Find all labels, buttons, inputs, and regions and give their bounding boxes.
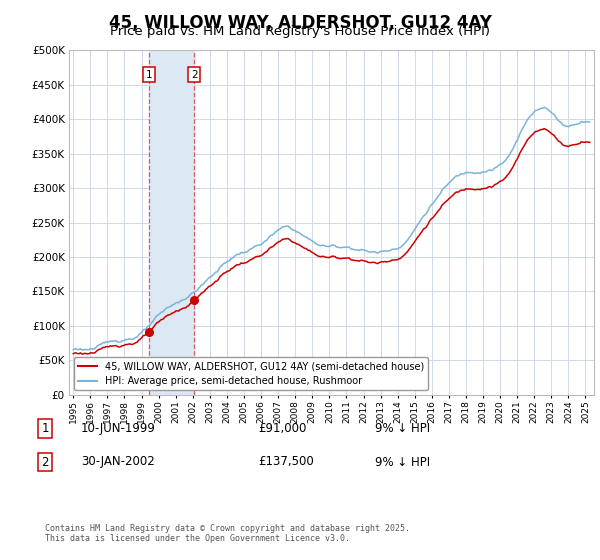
- Text: 2: 2: [41, 455, 49, 469]
- Text: 2: 2: [191, 69, 197, 80]
- Text: £91,000: £91,000: [258, 422, 307, 435]
- Text: £137,500: £137,500: [258, 455, 314, 469]
- Text: 10-JUN-1999: 10-JUN-1999: [81, 422, 156, 435]
- Text: 1: 1: [41, 422, 49, 435]
- Text: Contains HM Land Registry data © Crown copyright and database right 2025.
This d: Contains HM Land Registry data © Crown c…: [45, 524, 410, 543]
- Bar: [149, 50, 194, 395]
- Text: Price paid vs. HM Land Registry's House Price Index (HPI): Price paid vs. HM Land Registry's House …: [110, 25, 490, 38]
- Text: 30-JAN-2002: 30-JAN-2002: [81, 455, 155, 469]
- Text: 45, WILLOW WAY, ALDERSHOT, GU12 4AY: 45, WILLOW WAY, ALDERSHOT, GU12 4AY: [109, 14, 491, 32]
- Text: 1: 1: [146, 69, 152, 80]
- Text: 9% ↓ HPI: 9% ↓ HPI: [375, 422, 430, 435]
- Legend: 45, WILLOW WAY, ALDERSHOT, GU12 4AY (semi-detached house), HPI: Average price, s: 45, WILLOW WAY, ALDERSHOT, GU12 4AY (sem…: [74, 357, 428, 390]
- Text: 9% ↓ HPI: 9% ↓ HPI: [375, 455, 430, 469]
